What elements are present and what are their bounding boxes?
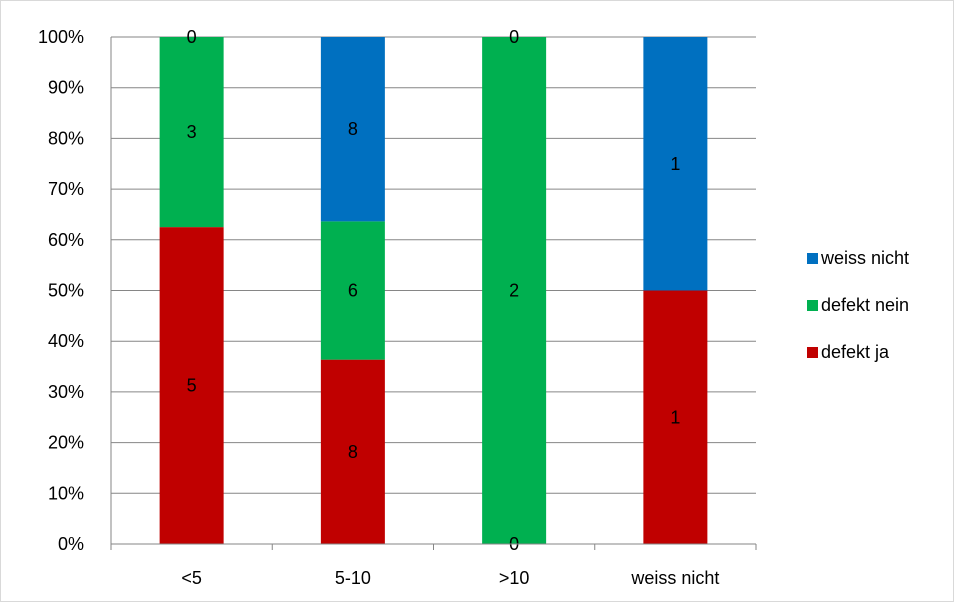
data-label-defekt-nein-10: 2 xyxy=(509,281,519,301)
data-label-defekt-ja-weiss-nicht: 1 xyxy=(670,407,680,427)
x-tick-label: >10 xyxy=(499,568,530,588)
legend-swatch-weiss-nicht xyxy=(807,253,818,264)
x-tick-label: <5 xyxy=(181,568,202,588)
legend: weiss nicht defekt nein defekt ja xyxy=(807,248,909,362)
data-label-defekt-ja-5: 5 xyxy=(187,376,197,396)
bar-weiss-nicht-5-10 xyxy=(320,37,385,222)
y-tick-label: 70% xyxy=(48,179,84,199)
bar-defekt-nein-10 xyxy=(482,37,547,544)
y-tick-label: 20% xyxy=(48,433,84,453)
legend-label-weiss-nicht: weiss nicht xyxy=(820,248,909,268)
x-tick-label: weiss nicht xyxy=(630,568,719,588)
bar-defekt-nein-5-10 xyxy=(320,221,385,360)
y-tick-label: 30% xyxy=(48,382,84,402)
legend-label-defekt-ja: defekt ja xyxy=(821,342,890,362)
x-tick-label: 5-10 xyxy=(335,568,371,588)
data-label-defekt-ja-5-10: 8 xyxy=(348,442,358,462)
bar-defekt-ja-weiss-nicht xyxy=(643,290,708,544)
data-label-weiss-nicht-5: 0 xyxy=(187,27,197,47)
data-label-weiss-nicht-weiss-nicht: 1 xyxy=(670,154,680,174)
bar-weiss-nicht-weiss-nicht xyxy=(643,37,708,291)
y-tick-label: 40% xyxy=(48,331,84,351)
y-tick-label: 10% xyxy=(48,483,84,503)
axes: 0% 10% 20% 30% 40% 50% 60% 70% 80% 90% 100% <5 5-10 >… xyxy=(38,27,757,588)
y-tick-label: 90% xyxy=(48,78,84,98)
data-label-weiss-nicht-5-10: 8 xyxy=(348,119,358,139)
y-tick-label: 80% xyxy=(48,128,84,148)
y-tick-label: 50% xyxy=(48,281,84,301)
bars xyxy=(159,37,708,544)
bar-defekt-nein-5 xyxy=(159,37,224,228)
data-label-weiss-nicht-10: 0 xyxy=(509,27,519,47)
legend-swatch-defekt-nein xyxy=(807,300,818,311)
data-label-defekt-nein-5: 3 xyxy=(187,122,197,142)
y-tick-label: 100% xyxy=(38,27,84,47)
bar-defekt-ja-5-10 xyxy=(320,359,385,544)
y-tick-label: 60% xyxy=(48,230,84,250)
y-tick-label: 0% xyxy=(58,534,84,554)
legend-swatch-defekt-ja xyxy=(807,347,818,358)
data-label-defekt-nein-5-10: 6 xyxy=(348,281,358,301)
bar-defekt-ja-5 xyxy=(159,227,224,544)
legend-label-defekt-nein: defekt nein xyxy=(821,295,909,315)
